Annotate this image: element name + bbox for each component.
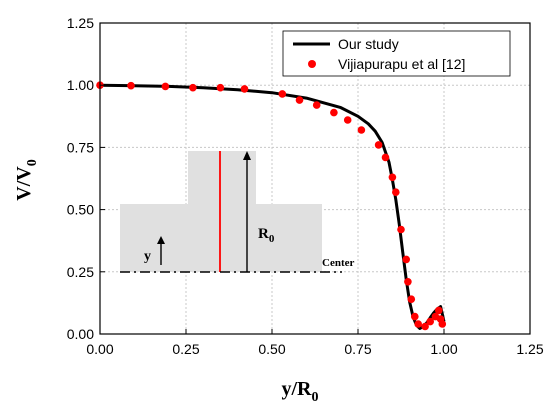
axis-ticks [99,22,531,335]
inset-pipe-shape [120,151,322,272]
data-point-vijiapurapu [411,312,419,321]
data-point-vijiapurapu [404,278,412,286]
inset-y-arrowhead [157,236,165,244]
data-point-vijiapurapu [357,126,366,134]
data-point-vijiapurapu [438,320,447,328]
data-point-vijiapurapu [374,141,383,149]
legend: Our study Vijiapurapu et al [12] [282,30,511,77]
data-point-vijiapurapu [216,83,225,92]
data-point-vijiapurapu [435,306,443,315]
data-point-vijiapurapu [330,108,338,117]
x-tick-label: 0.25 [172,341,199,357]
data-point-vijiapurapu [240,85,249,93]
x-tick-label: 0.75 [344,341,371,357]
data-point-vijiapurapu [295,96,304,104]
legend-label-vijiapurapu: Vijiapurapu et al [12] [338,56,465,72]
data-point-vijiapurapu [397,225,405,234]
data-point-vijiapurapu [392,188,400,196]
x-tick-label: 0.00 [86,341,113,357]
y-tick-label: 1.00 [67,77,94,93]
x-tick-label: 1.25 [516,341,543,357]
inset-diagram: y R0 Center [120,151,354,273]
plot-frame [99,22,531,335]
data-point-vijiapurapu [189,83,197,92]
data-point-vijiapurapu [381,153,390,162]
inset-y-label: y [144,249,151,264]
legend-marker-vijiapurapu [308,60,316,68]
data-point-vijiapurapu [402,255,411,264]
data-point-vijiapurapu [127,81,135,90]
data-point-vijiapurapu [407,295,416,304]
y-tick-label: 0.75 [67,139,94,155]
data-point-vijiapurapu [161,82,170,91]
y-tick-label: 0.25 [67,264,94,280]
x-tick-label: 1.00 [430,341,457,357]
tick-labels: 0.00 0.25 0.50 0.75 1.00 1.25 0.00 0.25 0.50 0.75… [67,15,544,357]
data-point-vijiapurapu [312,101,321,109]
x-tick-label: 0.50 [258,341,285,357]
y-tick-label: 1.25 [67,15,94,31]
inset-r0-arrowhead [243,151,251,160]
x-axis-title: y/R0 [282,378,319,405]
data-point-vijiapurapu [426,317,435,326]
y-tick-label: 0.50 [67,202,94,218]
data-point-vijiapurapu [278,90,287,98]
data-point-vijiapurapu [421,322,429,331]
data-point-vijiapurapu [343,116,352,124]
y-tick-label: 0.00 [67,326,94,342]
legend-box [282,30,511,77]
inset-center-label: Center [322,257,354,269]
inset-r0-label: R0 [258,226,275,245]
legend-label-our-study: Our study [338,36,399,52]
y-axis-title: V/V0 [13,159,40,200]
data-point-vijiapurapu [388,173,397,182]
series-layer [96,81,447,331]
data-point-vijiapurapu [414,320,423,328]
